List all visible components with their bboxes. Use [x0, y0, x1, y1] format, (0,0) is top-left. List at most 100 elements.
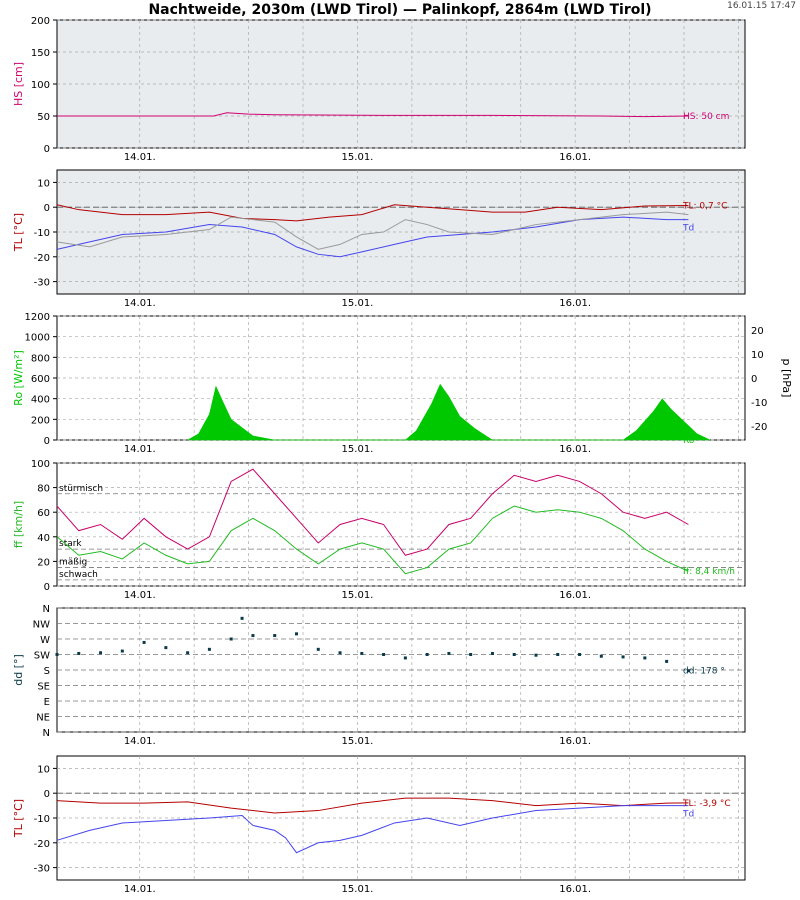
y-tick-label: W — [40, 635, 50, 646]
x-tick-label: 15.01. — [342, 152, 374, 163]
y-tick-label: 1200 — [25, 312, 50, 323]
y-tick-label-right: 10 — [751, 350, 764, 361]
y-tick-label-right: 0 — [751, 374, 757, 385]
series-line — [56, 805, 689, 854]
y-tick-label: 40 — [37, 533, 50, 544]
y-tick-label: NE — [36, 713, 50, 724]
data-point — [316, 647, 320, 651]
threshold-label: mäßig — [59, 558, 87, 568]
timestamp: 16.01.15 17:47 — [727, 1, 796, 11]
x-tick-label: 14.01. — [124, 444, 156, 455]
series-end-label: Td — [682, 810, 694, 820]
data-point — [338, 651, 342, 655]
series-end-label: ff: 8,4 km/h — [683, 567, 735, 577]
data-point — [240, 616, 244, 620]
series-line — [56, 204, 689, 222]
x-tick-label: 16.01. — [559, 298, 591, 309]
data-point — [360, 651, 364, 655]
y-axis-label-right: p [hPa] — [780, 359, 793, 398]
data-point — [142, 640, 146, 644]
threshold-label: stark — [59, 539, 82, 549]
data-point — [77, 651, 81, 655]
x-tick-label: 16.01. — [559, 736, 591, 747]
x-tick-label: 14.01. — [124, 590, 156, 601]
series-line — [56, 211, 689, 250]
threshold-label: stürmisch — [59, 484, 103, 494]
data-point — [447, 651, 451, 655]
y-tick-label: -30 — [34, 864, 50, 875]
y-tick-label: 200 — [31, 16, 50, 27]
series-end-label: TL: -3,9 °C — [682, 799, 731, 809]
x-tick-label: 16.01. — [559, 444, 591, 455]
x-tick-label: 16.01. — [559, 152, 591, 163]
data-point — [164, 646, 168, 650]
data-point — [229, 637, 233, 641]
chart-title: Nachtweide, 2030m (LWD Tirol) — Palinkop… — [148, 2, 652, 18]
y-axis-label: Ro [W/m²] — [12, 350, 25, 406]
data-point — [55, 653, 59, 656]
panel-frame — [56, 462, 746, 587]
y-tick-label: 50 — [37, 112, 50, 123]
series-end-label: TL: 0,7 °C — [682, 201, 727, 211]
y-tick-label: 0 — [44, 582, 50, 593]
x-tick-label: 14.01. — [124, 884, 156, 895]
y-tick-label: 80 — [37, 484, 50, 495]
y-axis-label: dd [°] — [12, 654, 25, 686]
y-tick-label: 0 — [44, 144, 50, 155]
data-point — [556, 653, 560, 656]
series-line — [56, 505, 689, 575]
x-tick-label: 15.01. — [342, 736, 374, 747]
y-tick-label: 20 — [37, 557, 50, 568]
x-tick-label: 14.01. — [124, 152, 156, 163]
y-tick-label: SW — [34, 651, 50, 662]
y-tick-label: 400 — [31, 395, 50, 406]
series-end-label: Td — [682, 224, 694, 234]
data-point — [207, 647, 211, 651]
y-tick-label-right: -20 — [751, 422, 767, 433]
y-tick-label: E — [44, 697, 50, 708]
data-point — [534, 653, 538, 657]
data-point — [186, 651, 190, 655]
series-end-label: HS: 50 cm — [683, 112, 729, 122]
x-tick-label: 16.01. — [559, 884, 591, 895]
series-end-label: Ro — [683, 436, 695, 446]
y-tick-label: -30 — [34, 278, 50, 289]
data-point — [599, 654, 603, 658]
data-point — [665, 659, 669, 663]
threshold-label: schwach — [59, 570, 98, 580]
y-tick-label: 1000 — [25, 333, 50, 344]
y-axis-label: HS [cm] — [12, 62, 25, 106]
y-tick-label: NW — [33, 620, 50, 631]
data-point — [621, 655, 625, 659]
series-end-label: dd: 178 ° — [683, 667, 725, 677]
series-line — [57, 112, 689, 118]
data-point — [425, 653, 429, 656]
y-tick-label: 150 — [31, 48, 50, 59]
y-axis-label: ff [km/h] — [12, 501, 25, 548]
series-line — [56, 468, 689, 556]
y-tick-label: SE — [37, 682, 50, 693]
data-point — [469, 653, 473, 656]
x-tick-label: 15.01. — [342, 444, 374, 455]
data-point — [120, 649, 124, 653]
y-tick-label: 100 — [31, 459, 50, 470]
data-point — [382, 653, 386, 656]
data-point — [643, 656, 647, 660]
y-tick-label: 600 — [31, 374, 50, 385]
x-tick-label: 16.01. — [559, 590, 591, 601]
y-tick-label: -10 — [34, 228, 50, 239]
y-tick-label: -10 — [34, 814, 50, 825]
data-point — [99, 651, 103, 655]
y-tick-label: -20 — [34, 253, 50, 264]
data-point — [251, 634, 255, 638]
y-tick-label: 200 — [31, 415, 50, 426]
y-tick-label: 10 — [37, 178, 50, 189]
data-point — [294, 632, 298, 636]
x-tick-label: 14.01. — [124, 298, 156, 309]
y-tick-label: N — [43, 604, 50, 615]
y-axis-label: TL [°C] — [12, 799, 25, 838]
y-tick-label: 800 — [31, 353, 50, 364]
data-point — [490, 651, 494, 655]
x-tick-label: 15.01. — [342, 884, 374, 895]
